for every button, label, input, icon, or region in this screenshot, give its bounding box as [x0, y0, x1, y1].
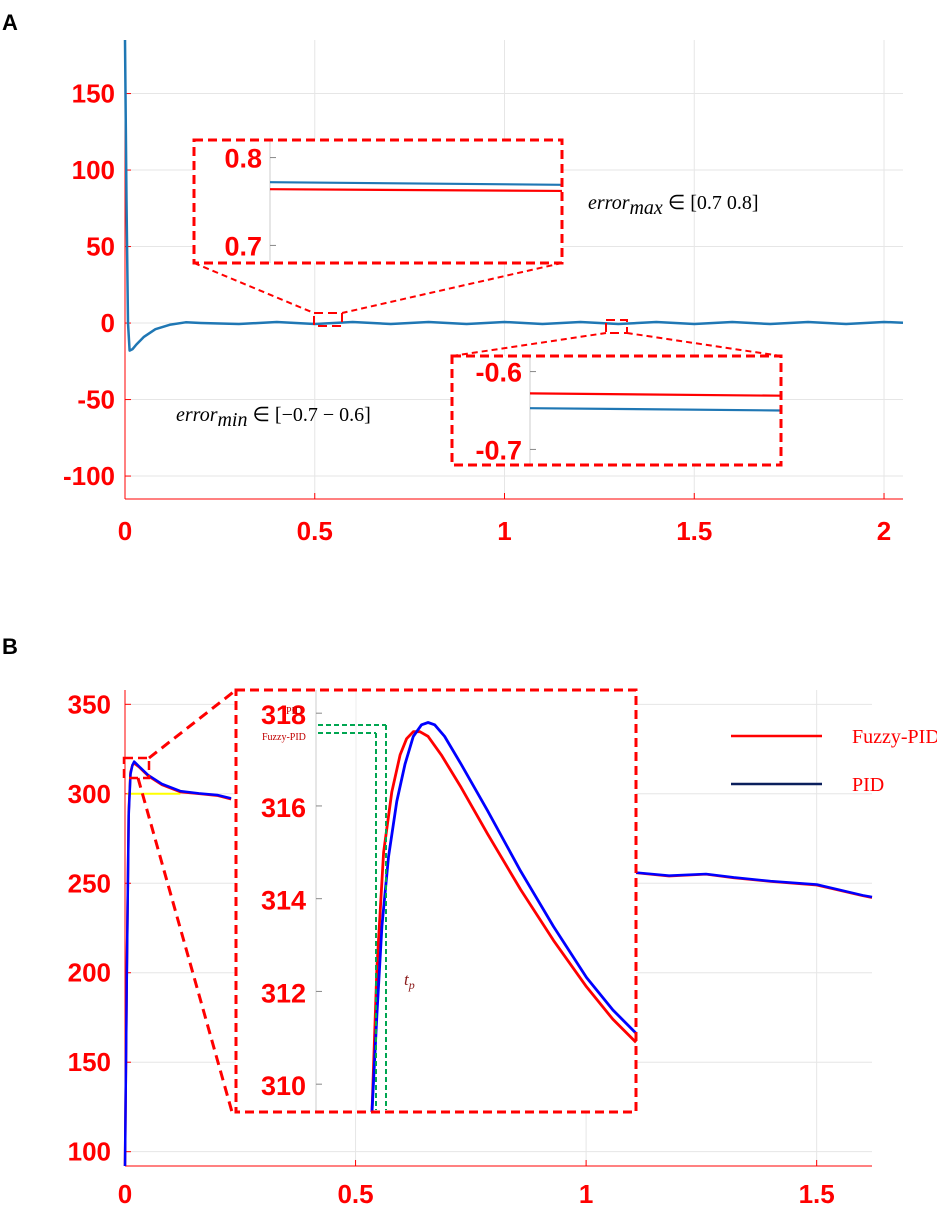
inset-y-tick-label: 0.7: [224, 231, 262, 261]
panel-a-x-tick-label: 1: [497, 516, 511, 546]
panel-b-peak-highlight: [122, 756, 151, 780]
error-max-annotation: errormax ∈ [0.7 0.8]: [588, 192, 759, 219]
panel-a-x-tick-label: 2: [877, 516, 891, 546]
panel-a-min-connector-left: [451, 332, 607, 357]
panel-b-x-tick-label: 1.5: [799, 1179, 835, 1209]
error-min-annotation: errormin ∈ [−0.7 − 0.6]: [176, 404, 371, 431]
inset-b-fuzzy-pid-line: [370, 730, 637, 1113]
panel-a-max-inset-bg: [194, 140, 562, 263]
panel-a-error-line: [123, 39, 904, 352]
panel-b-pid-line: [123, 760, 232, 1167]
panel-a-min-connector-right: [626, 332, 782, 357]
inset-series-line: [269, 188, 563, 193]
inset-b-y-tick-label: 314: [261, 886, 306, 916]
inset-series-line: [269, 181, 563, 186]
fuzzy-pid-peak-label: Fuzzy-PID: [262, 732, 306, 743]
panel-b-x-tick-label: 1: [579, 1179, 593, 1209]
inset-b-y-tick-label: 316: [261, 793, 306, 823]
legend-label-pid: PID: [852, 774, 884, 796]
panel-b-connector-bottom: [136, 777, 234, 1113]
panel-a-x-tick-label: 0.5: [297, 516, 333, 546]
panel-a-series: [123, 39, 904, 352]
panel-a-label: A: [2, 10, 18, 35]
panel-b-inset-frame: [234, 688, 638, 1114]
pid-peak-label: PID: [286, 706, 302, 717]
panel-b-pid-line-tail: [632, 870, 873, 899]
panel-b-connector-top: [148, 688, 237, 760]
inset-b-pid-line: [370, 721, 637, 1113]
panel-a-max-inset: 0.8 0.7: [224, 140, 563, 263]
panel-b-legend: Fuzzy-PID PID: [731, 726, 937, 796]
panel-a-max-highlight: [313, 312, 343, 327]
inset-b-y-tick-label: 312: [261, 978, 306, 1008]
panel-b-y-tick-label: 200: [68, 958, 111, 988]
panel-b-y-tick-label: 350: [68, 689, 111, 719]
panel-a-y-ticks: 150 100 50 0 -50 -100: [63, 79, 131, 491]
panel-a-y-tick-label: -100: [63, 461, 115, 491]
panel-a-min-inset-frame: [450, 354, 783, 467]
tp-base: t: [404, 970, 410, 989]
panel-b-y-tick-label: 100: [68, 1137, 111, 1167]
panel-a-max-inset-frame: [192, 138, 564, 265]
inset-b-y-tick-label: 318: [261, 700, 306, 730]
tp-sub: p: [408, 978, 415, 992]
panel-b-x-tick-label: 0: [118, 1179, 132, 1209]
inset-y-tick-label: -0.6: [475, 358, 522, 388]
panel-b-x-ticks: 0 0.5 1 1.5: [118, 1160, 835, 1209]
inset-series-line: [529, 392, 782, 397]
panel-b-inset: 318 316 314 312 310 PID Fuzzy-PID tp: [261, 690, 637, 1113]
panel-a-x-tick-label: 1.5: [676, 516, 712, 546]
panel-a-x-tick-label: 0: [118, 516, 132, 546]
inset-series-line: [529, 407, 782, 412]
panel-b-x-tick-label: 0.5: [337, 1179, 373, 1209]
tp-label: tp: [404, 970, 415, 992]
panel-b-y-tick-label: 250: [68, 868, 111, 898]
panel-a-y-tick-label: 50: [86, 232, 115, 262]
panel-a-y-tick-label: 150: [72, 79, 115, 109]
panel-a-max-connector-right: [341, 262, 563, 314]
panel-b-inset-bg: [236, 690, 636, 1112]
panel-b-y-tick-label: 150: [68, 1047, 111, 1077]
panel-a-max-connector-left: [193, 262, 315, 314]
panel-a-min-inset: -0.6 -0.7: [475, 356, 782, 465]
legend-label-fuzzy-pid: Fuzzy-PID: [852, 726, 937, 748]
panel-b-fuzzy-pid-line: [123, 762, 232, 1167]
panel-a-y-tick-label: -50: [77, 385, 115, 415]
inset-b-y-tick-label: 310: [261, 1071, 306, 1101]
panel-a-y-tick-label: 0: [101, 308, 115, 338]
inset-y-tick-label: -0.7: [475, 435, 522, 465]
panel-a-x-ticks: 0 0.5 1 1.5 2: [118, 493, 891, 546]
panel-b-label: B: [2, 634, 18, 659]
panel-b-series: [123, 760, 873, 1167]
panel-b-y-tick-label: 300: [68, 779, 111, 809]
inset-y-tick-label: 0.8: [224, 144, 262, 174]
panel-a-min-highlight: [605, 319, 628, 334]
panel-b-y-ticks: 350 300 250 200 150 100: [68, 689, 131, 1167]
panel-a-y-tick-label: 100: [72, 155, 115, 185]
